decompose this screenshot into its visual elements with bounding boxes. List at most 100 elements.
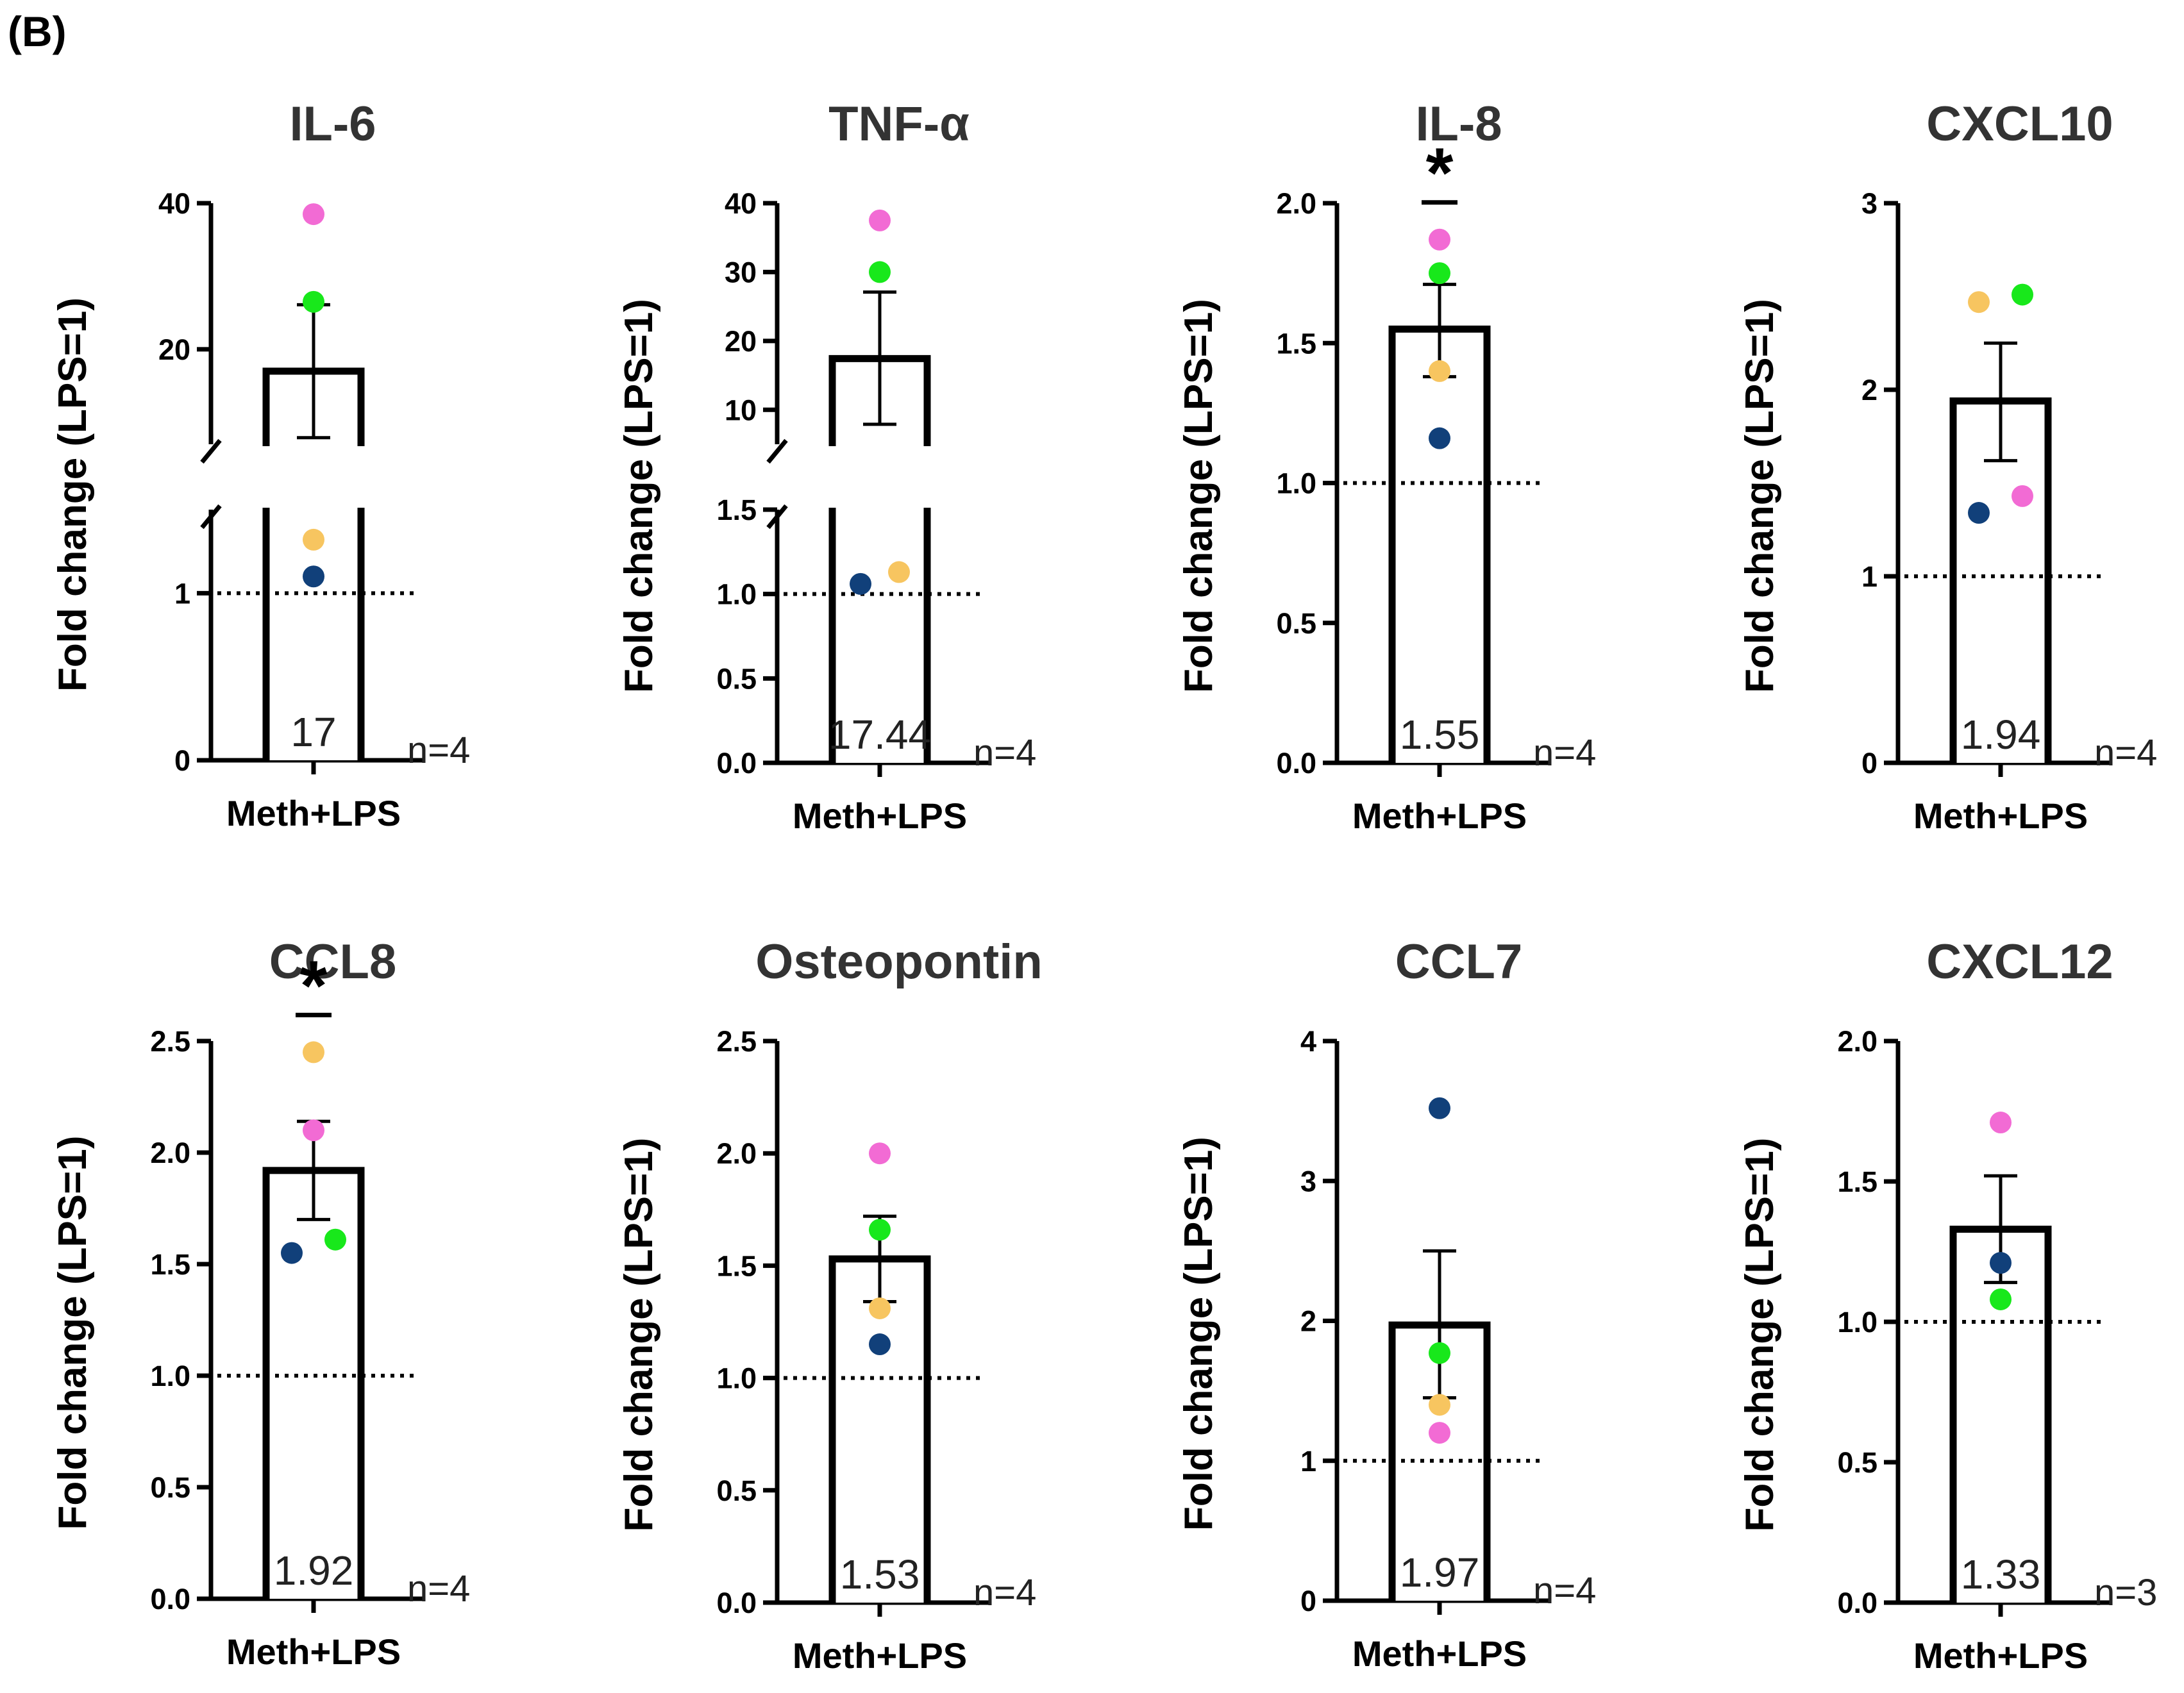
y-axis-label: Fold change (LPS=1): [1177, 1137, 1221, 1531]
y-tick-label: 4: [1300, 1025, 1316, 1058]
sample-size-label: n=4: [407, 1568, 470, 1610]
y-tick-label: 1.0: [716, 578, 757, 611]
data-point: [869, 1297, 891, 1319]
chart-il-6: IL-6 Fold change (LPS=1) 0 1 20 40 17 n=4Meth+L…: [51, 97, 470, 833]
x-axis-label: Meth+LPS: [793, 1635, 967, 1676]
y-axis-label: Fold change (LPS=1): [51, 1136, 95, 1530]
y-tick-label: 1.5: [716, 494, 757, 526]
data-point: [303, 528, 324, 551]
data-point: [281, 1242, 303, 1264]
chart-title: CCL7: [1395, 935, 1522, 989]
bar: [1388, 325, 1491, 763]
data-point: [1990, 1288, 2012, 1310]
y-tick-label: 0.5: [1276, 607, 1316, 640]
bar: [1949, 1225, 2052, 1603]
y-axis-label: Fold change (LPS=1): [1738, 299, 1782, 693]
panel-label: (B): [8, 8, 67, 55]
chart-cxcl10: CXCL10 Fold change (LPS=1) 0 1 2 3 1.94 n=4Meth…: [1738, 97, 2157, 836]
data-point: [869, 1142, 891, 1165]
y-tick-label: 1.5: [1837, 1165, 1877, 1198]
y-tick-label: 1.5: [150, 1248, 190, 1281]
chart-title: Osteopontin: [755, 935, 1043, 989]
chart-title: IL-8: [1415, 97, 1502, 151]
y-tick-label: 1: [1300, 1445, 1316, 1478]
axis-break-mark: [766, 438, 788, 464]
sample-size-label: n=3: [2094, 1572, 2157, 1614]
chart-tnf-: TNF-α Fold change (LPS=1) 0.0 0.5 1.0 1.5 10 20…: [617, 97, 1036, 836]
sample-size-label: n=4: [2094, 732, 2157, 774]
y-tick-label: 1.0: [150, 1360, 190, 1392]
y-tick-label: 1: [1861, 560, 1877, 593]
y-tick-label: 0: [174, 744, 190, 777]
x-axis-label: Meth+LPS: [793, 796, 967, 836]
y-tick-label: 0: [1861, 747, 1877, 780]
x-axis-label: Meth+LPS: [1913, 1635, 2088, 1676]
data-point: [850, 572, 871, 595]
y-tick-label: 0.0: [1837, 1587, 1877, 1619]
x-axis-label: Meth+LPS: [1352, 796, 1527, 836]
y-tick-label: 2.0: [1276, 187, 1316, 220]
y-tick-label: 0.5: [716, 1474, 757, 1507]
data-point: [303, 203, 324, 226]
chart-title: CCL8: [269, 935, 396, 989]
y-tick-label: 0.5: [716, 662, 757, 695]
y-tick-label: 0.0: [1276, 747, 1316, 780]
x-axis-label: Meth+LPS: [1352, 1633, 1527, 1674]
data-point: [324, 1228, 346, 1251]
sample-size-label: n=4: [1533, 1570, 1596, 1612]
data-point: [303, 565, 324, 588]
y-axis-label: Fold change (LPS=1): [617, 299, 661, 693]
x-axis-label: Meth+LPS: [226, 1631, 401, 1672]
y-tick-label: 0.0: [150, 1583, 190, 1615]
y-axis-label: Fold change (LPS=1): [1738, 1138, 1782, 1532]
chart-ccl8: CCL8 Fold change (LPS=1) 0.0 0.5 1.0 1.5 2.0 2.…: [51, 935, 470, 1672]
y-tick-label: 3: [1300, 1165, 1316, 1197]
y-tick-label: 10: [725, 394, 757, 426]
axis-break-mark: [200, 438, 222, 464]
chart-title: TNF-α: [828, 97, 970, 151]
y-tick-label: 1: [174, 577, 190, 610]
y-tick-label: 1.5: [716, 1249, 757, 1282]
y-tick-label: 3: [1861, 187, 1877, 220]
sample-size-label: n=4: [407, 730, 470, 771]
y-tick-label: 0: [1300, 1585, 1316, 1617]
y-tick-label: 2.0: [716, 1137, 757, 1170]
x-axis-label: Meth+LPS: [1913, 796, 2088, 836]
significance-marker: *: [300, 946, 328, 1025]
bar-value-label: 1.33: [1961, 1551, 2041, 1597]
chart-title: IL-6: [289, 97, 376, 151]
data-point: [1429, 360, 1450, 382]
y-tick-label: 2.5: [150, 1025, 190, 1058]
bar-value-label: 1.92: [274, 1547, 354, 1594]
y-tick-label: 0.5: [1837, 1446, 1877, 1479]
axis-break-mark: [200, 504, 222, 530]
data-point: [2012, 283, 2033, 306]
data-point: [869, 1333, 891, 1356]
y-tick-label: 0.0: [716, 747, 757, 780]
data-point: [1968, 502, 1990, 524]
data-point: [303, 1119, 324, 1142]
y-tick-label: 40: [725, 187, 757, 220]
y-tick-label: 1.0: [716, 1362, 757, 1395]
sample-size-label: n=4: [973, 732, 1036, 774]
data-point: [1990, 1252, 2012, 1274]
bar-break-gap: [826, 446, 934, 508]
bar-value-label: 1.55: [1400, 712, 1480, 758]
y-tick-label: 0.0: [716, 1587, 757, 1619]
chart-ccl7: CCL7 Fold change (LPS=1) 0 1 2 3 4 1.97 n=4Meth+…: [1177, 935, 1596, 1674]
bar-value-label: 1.53: [840, 1551, 920, 1597]
y-tick-label: 2.5: [716, 1025, 757, 1058]
y-tick-label: 1.0: [1276, 467, 1316, 500]
chart-osteopontin: Osteopontin Fold change (LPS=1) 0.0 0.5 1.0 1…: [617, 935, 1043, 1676]
chart-cxcl12: CXCL12 Fold change (LPS=1) 0.0 0.5 1.0 1.5 2.0…: [1738, 935, 2157, 1676]
data-point: [888, 561, 910, 583]
chart-title: CXCL12: [1926, 935, 2113, 989]
bar: [262, 1167, 365, 1599]
y-tick-label: 30: [725, 256, 757, 288]
y-tick-label: 20: [725, 325, 757, 358]
y-tick-label: 2: [1300, 1305, 1316, 1338]
y-tick-label: 1.5: [1276, 327, 1316, 360]
significance-marker: *: [1426, 134, 1454, 213]
y-axis-label: Fold change (LPS=1): [617, 1138, 661, 1532]
